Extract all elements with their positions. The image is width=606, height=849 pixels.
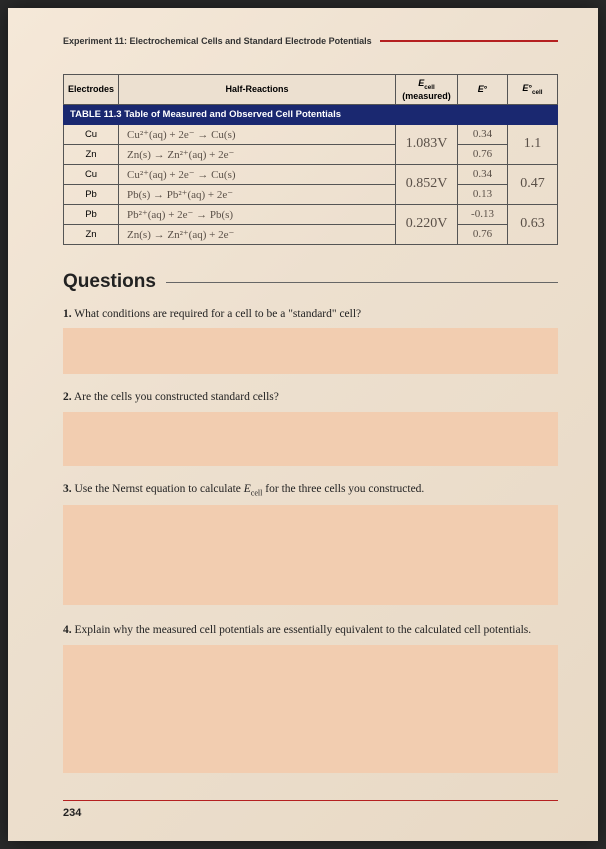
cell-e0: 0.34 — [458, 124, 508, 144]
question-body: Use the Nernst equation to calculate Ece… — [75, 483, 425, 495]
answer-box[interactable] — [63, 505, 558, 605]
footer-rule — [63, 800, 558, 802]
page-number: 234 — [63, 807, 558, 819]
question-body: Are the cells you constructed standard c… — [74, 391, 279, 403]
cell-electrode: Cu — [64, 124, 119, 144]
question-number: 1. — [63, 308, 72, 320]
cell-half-reaction: Pb(s) → Pb²⁺(aq) + 2e⁻ — [119, 184, 396, 204]
cell-electrode: Pb — [64, 184, 119, 204]
cell-half-reaction: Cu²⁺(aq) + 2e⁻ → Cu(s) — [119, 124, 396, 144]
cell-e0: 0.34 — [458, 164, 508, 184]
table-header-row: Electrodes Half-Reactions Ecell(measured… — [64, 75, 558, 105]
page-footer: 234 — [63, 800, 558, 820]
cell-half-reaction: Pb²⁺(aq) + 2e⁻ → Pb(s) — [119, 204, 396, 224]
cell-e0: 0.13 — [458, 184, 508, 204]
question-text: 3. Use the Nernst equation to calculate … — [63, 482, 558, 499]
question-number: 4. — [63, 624, 72, 636]
table-row: Zn Zn(s) → Zn²⁺(aq) + 2e⁻ 0.76 — [64, 224, 558, 244]
potentials-table: TABLE 11.3 Table of Measured and Observe… — [63, 74, 558, 245]
header-rule — [380, 40, 558, 42]
answer-box[interactable] — [63, 412, 558, 466]
question-body: Explain why the measured cell potentials… — [75, 624, 532, 636]
questions-title: Questions — [63, 271, 166, 293]
cell-ecell: 0.220V — [396, 204, 458, 244]
col-ecell-measured: Ecell(measured) — [396, 75, 458, 105]
experiment-title: Experiment 11: Electrochemical Cells and… — [63, 36, 380, 46]
table-row: Zn Zn(s) → Zn²⁺(aq) + 2e⁻ 0.76 — [64, 144, 558, 164]
cell-electrode: Zn — [64, 224, 119, 244]
cell-half-reaction: Zn(s) → Zn²⁺(aq) + 2e⁻ — [119, 144, 396, 164]
questions-header: Questions — [63, 271, 558, 293]
table-row: Pb Pb(s) → Pb²⁺(aq) + 2e⁻ 0.13 — [64, 184, 558, 204]
table-title-row: TABLE 11.3 Table of Measured and Observe… — [64, 104, 558, 124]
question-number: 3. — [63, 483, 72, 495]
cell-half-reaction: Zn(s) → Zn²⁺(aq) + 2e⁻ — [119, 224, 396, 244]
table-row: Pb Pb²⁺(aq) + 2e⁻ → Pb(s) 0.220V -0.13 0… — [64, 204, 558, 224]
question-number: 2. — [63, 391, 72, 403]
answer-box[interactable] — [63, 645, 558, 773]
col-e-standard: E° — [458, 75, 508, 105]
col-electrodes: Electrodes — [64, 75, 119, 105]
cell-e0: 0.76 — [458, 144, 508, 164]
col-ecell-calc: E°cell — [508, 75, 558, 105]
table-row: Cu Cu²⁺(aq) + 2e⁻ → Cu(s) 0.852V 0.34 0.… — [64, 164, 558, 184]
cell-half-reaction: Cu²⁺(aq) + 2e⁻ → Cu(s) — [119, 164, 396, 184]
cell-electrode: Pb — [64, 204, 119, 224]
question-item: 1. What conditions are required for a ce… — [63, 307, 558, 375]
question-body: What conditions are required for a cell … — [74, 308, 361, 320]
question-text: 1. What conditions are required for a ce… — [63, 307, 558, 323]
questions-rule — [166, 282, 558, 283]
cell-electrode: Cu — [64, 164, 119, 184]
cell-ecell: 0.852V — [396, 164, 458, 204]
question-text: 4. Explain why the measured cell potenti… — [63, 623, 558, 639]
cell-electrode: Zn — [64, 144, 119, 164]
cell-ecalc: 1.1 — [508, 124, 558, 164]
question-item: 4. Explain why the measured cell potenti… — [63, 623, 558, 773]
worksheet-page: Experiment 11: Electrochemical Cells and… — [8, 8, 598, 841]
cell-ecalc: 0.47 — [508, 164, 558, 204]
cell-ecell: 1.083V — [396, 124, 458, 164]
question-item: 2. Are the cells you constructed standar… — [63, 390, 558, 466]
cell-ecalc: 0.63 — [508, 204, 558, 244]
cell-e0: 0.76 — [458, 224, 508, 244]
table-row: Cu Cu²⁺(aq) + 2e⁻ → Cu(s) 1.083V 0.34 1.… — [64, 124, 558, 144]
question-text: 2. Are the cells you constructed standar… — [63, 390, 558, 406]
question-item: 3. Use the Nernst equation to calculate … — [63, 482, 558, 605]
page-header: Experiment 11: Electrochemical Cells and… — [63, 36, 558, 46]
cell-e0: -0.13 — [458, 204, 508, 224]
col-half-reactions: Half-Reactions — [119, 75, 396, 105]
answer-box[interactable] — [63, 328, 558, 374]
table-title: TABLE 11.3 Table of Measured and Observe… — [64, 104, 558, 124]
